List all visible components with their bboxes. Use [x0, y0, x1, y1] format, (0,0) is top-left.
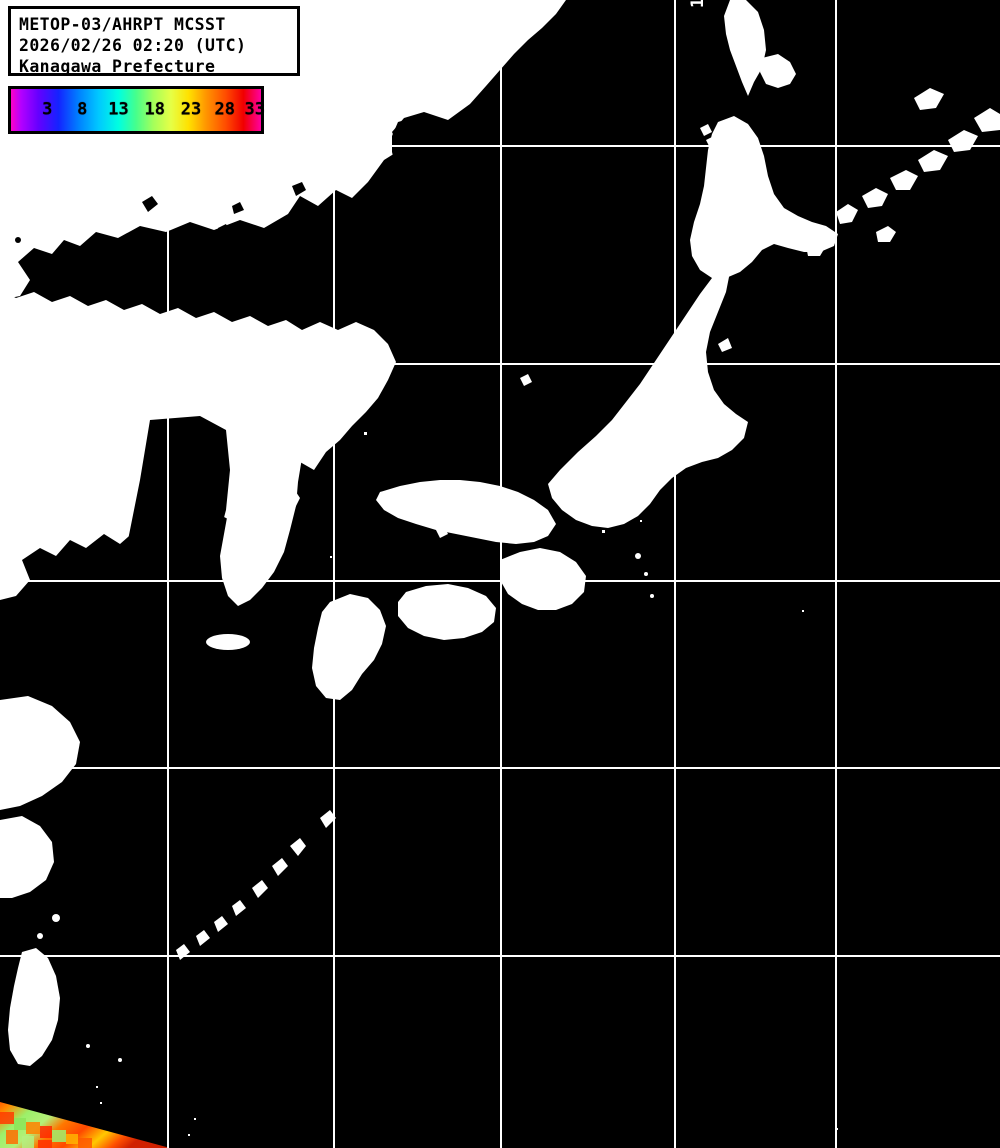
taiwan-landmask: [8, 948, 60, 1066]
product-title-box: METOP-03/AHRPT MCSST 2026/02/26 02:20 (U…: [8, 6, 300, 76]
colorbar-tick-33: 33: [244, 99, 265, 120]
china-southeast-coast-landmask: [0, 696, 80, 810]
grid-line-horizontal: [0, 145, 1000, 147]
hokkaido-landmask: [690, 116, 838, 278]
title-line-product: METOP-03/AHRPT MCSST: [19, 15, 226, 34]
colorbar-tick-28: 28: [214, 99, 235, 120]
colorbar-tick-18: 18: [144, 99, 165, 120]
grid-line-vertical: [500, 0, 502, 1148]
honshu-southwest-landmask: [376, 480, 556, 544]
kuril-islands-landmask: [806, 88, 1000, 256]
sakhalin-landmask: [724, 0, 766, 96]
grid-label-lat-40n: 40N: [0, 348, 25, 368]
colorbar-gradient-fill: [11, 89, 261, 131]
sakhalin-south-landmask: [760, 54, 796, 88]
yellow-sea-mask: [124, 416, 230, 604]
grid-line-horizontal: [0, 767, 1000, 769]
kii-peninsula-landmask: [500, 548, 586, 610]
izu-islets-landmask: [635, 553, 654, 598]
coastal-specks-landmask: [37, 914, 122, 1062]
sst-swath-data: [0, 1102, 170, 1148]
korea-peninsula: [220, 344, 314, 606]
colorbar-tick-13: 13: [108, 99, 129, 120]
inland-water-specks: [15, 182, 306, 243]
title-line-station: Kanagawa Prefecture: [19, 57, 216, 76]
colorbar-tick-23: 23: [180, 99, 202, 120]
title-line-datetime: 2026/02/26 02:20 (UTC): [19, 36, 247, 55]
colorbar-tick-labels: 3 8 13 18 23 28 33: [11, 89, 265, 131]
grid-line-horizontal: [0, 580, 1000, 582]
grid-line-vertical: [835, 0, 837, 1148]
grid-label-lon-140e: 140E: [688, 0, 708, 8]
grid-label-lat-30n: 30N: [0, 752, 25, 772]
colorbar-tick-8: 8: [77, 99, 88, 120]
grid-line-vertical: [333, 0, 335, 1148]
ryukyu-islands-landmask: [176, 810, 336, 960]
grid-line-horizontal: [0, 955, 1000, 957]
lake-khanka-mask: [392, 118, 426, 176]
offshore-islets-landmask: [436, 124, 732, 538]
isolated-pixel-specks: [96, 8, 838, 1136]
bohai-bay-mask: [0, 612, 96, 714]
grid-line-vertical: [167, 0, 169, 1148]
colorbar-tick-3: 3: [42, 99, 53, 120]
kyushu-landmask: [312, 594, 386, 700]
shikoku-landmask: [398, 584, 496, 640]
grid-line-horizontal: [0, 363, 1000, 365]
honshu-landmask: [548, 262, 748, 528]
sst-colorbar: 3 8 13 18 23 28 33: [8, 86, 265, 134]
china-coast-lower-landmask: [0, 816, 54, 898]
grid-line-vertical: [674, 0, 676, 1148]
